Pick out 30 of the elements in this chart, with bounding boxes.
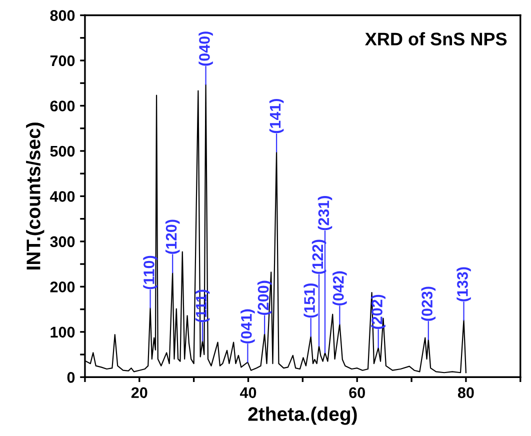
y-tick-label: 0 (67, 372, 75, 383)
annotation: (023) (421, 286, 436, 321)
y-tick-label: 800 (50, 10, 75, 21)
annotation: (041) (240, 309, 255, 344)
y-tick-label: 100 (50, 326, 75, 338)
annotation: (141) (269, 98, 284, 134)
y-axis-title: INT.(counts/sec) (26, 122, 44, 270)
annotation: (231) (318, 196, 332, 230)
text: XRD of SnS NPS (365, 32, 507, 46)
x-tick-label: 60 (349, 387, 365, 398)
x-tick-label: 20 (131, 387, 148, 398)
y-tick-label: 600 (50, 100, 75, 112)
x-tick-label: 40 (240, 387, 256, 398)
annotation: (110) (143, 256, 158, 290)
y-tick-label: 300 (50, 236, 75, 248)
annotation: (202) (371, 294, 386, 329)
annotation: (042) (332, 271, 347, 306)
annotation: (120) (165, 220, 180, 254)
x-tick-label: 80 (458, 387, 474, 398)
annotation: (111) (195, 290, 210, 322)
y-tick-label: 400 (50, 191, 75, 202)
x-axis-title: 2theta.(deg) (248, 406, 357, 425)
y-tick-label: 700 (50, 55, 75, 66)
y-tick-label: 200 (50, 282, 75, 292)
annotation: (151) (304, 284, 318, 318)
annotation: (122) (312, 240, 326, 274)
y-tick-label: 500 (50, 146, 75, 157)
annotation: (200) (257, 280, 272, 315)
annotation: (133) (456, 267, 471, 302)
annotation: (040) (198, 32, 213, 66)
